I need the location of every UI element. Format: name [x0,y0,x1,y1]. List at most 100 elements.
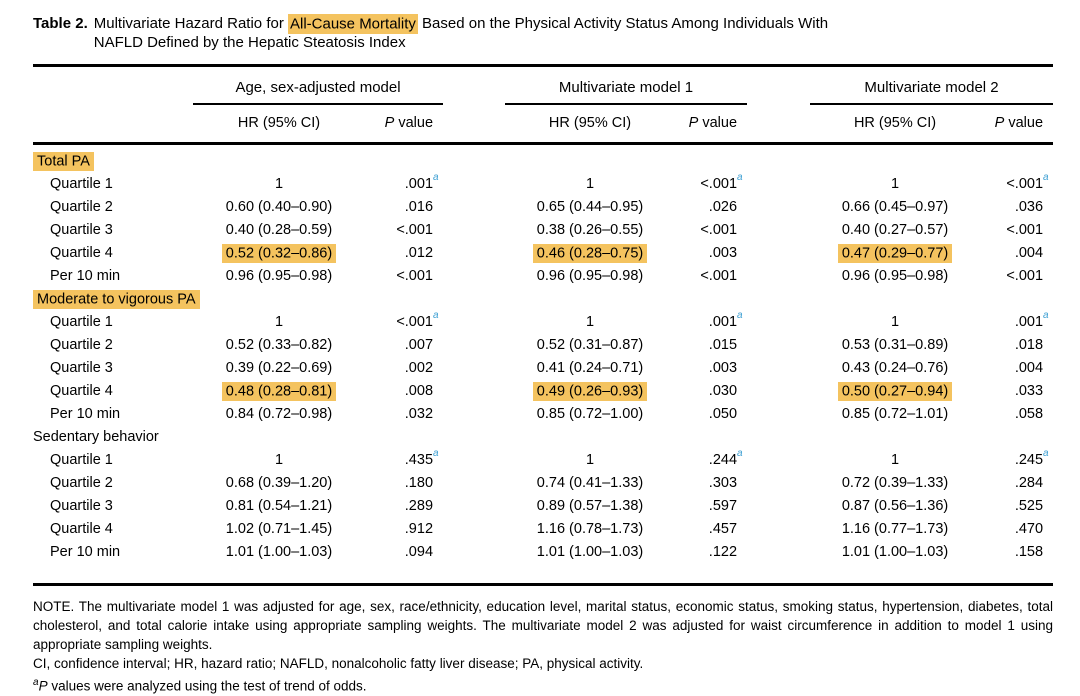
hr-value-cell: 1 [585,452,595,468]
p-value-cell: .007 [365,334,443,357]
p-value-cell: .284 [980,472,1053,495]
hr-value-highlight: 0.46 (0.28–0.75) [532,243,648,263]
column-gap [443,472,505,495]
data-row: Quartile 2 0.52 (0.33–0.82) .007 0.52 (0.31… [33,334,1053,357]
p-value-superscript-a: a [1043,310,1049,321]
column-gap [443,449,505,472]
label-column-spacer [33,104,193,145]
label-column-spacer [33,66,193,105]
p-value: <.001 a [1006,172,1049,193]
p-value: <.001 a [396,310,439,331]
p-value-superscript-a: a [737,448,743,459]
p-value: .003 [708,245,738,261]
p-value: <.001 [396,268,434,284]
row-label: Quartile 2 [50,337,113,353]
p-value-cell: .001 a [980,311,1053,334]
hr-value-cell: 0.48 (0.28–0.81) [193,380,365,403]
table-notes: NOTE. The multivariate model 1 was adjus… [33,597,1053,696]
column-gap [747,265,810,288]
p-value: .470 [1014,521,1044,537]
row-label: Quartile 1 [50,176,113,192]
header-hr-ci-1: HR (95% CI) [193,104,365,145]
hr-value-cell: 1 [890,452,900,468]
p-value-cell: .094 [365,541,443,585]
p-italic: P [994,115,1005,131]
column-gap [443,518,505,541]
p-value-cell: .244 a [675,449,747,472]
hr-value-cell: 0.47 (0.29–0.77) [810,242,980,265]
hazard-ratio-table: Age, sex-adjusted model Multivariate mod… [33,64,1054,586]
hr-value-cell: 0.40 (0.27–0.57) [841,222,949,238]
hr-value-cell: 0.52 (0.31–0.87) [536,337,644,353]
hr-value-cell: 1 [585,314,595,330]
hr-value-cell: 0.43 (0.24–0.76) [841,360,949,376]
p-value: <.001 [700,268,738,284]
caption-text-pre: Multivariate Hazard Ratio for [93,15,288,32]
p-value: .032 [404,406,434,422]
row-label: Quartile 3 [50,498,113,514]
row-label: Per 10 min [50,268,121,284]
p-value-superscript-a: a [1043,172,1049,183]
hr-value-cell: 1.01 (1.00–1.03) [536,544,644,560]
hr-value-cell: 1.16 (0.78–1.73) [536,521,644,537]
row-label: Quartile 1 [50,314,113,330]
hr-value-cell: 1.01 (1.00–1.03) [225,544,333,560]
column-gap [443,265,505,288]
hr-value-cell: 0.66 (0.45–0.97) [841,199,949,215]
row-label: Quartile 4 [50,521,113,537]
p-value: .525 [1014,498,1044,514]
hr-value-cell: 0.89 (0.57–1.38) [536,498,644,514]
column-gap [443,380,505,403]
hr-value-cell: 1.16 (0.77–1.73) [841,521,949,537]
p-value: .007 [404,337,434,353]
data-row: Quartile 2 0.60 (0.40–0.90) .016 0.65 (0.44… [33,196,1053,219]
p-value-cell: .245 a [980,449,1053,472]
footnote-p-italic: P [38,678,48,694]
column-group-age-sex-model: Age, sex-adjusted model [193,65,444,105]
column-gap [747,173,810,196]
hr-value-cell: 0.74 (0.41–1.33) [536,475,644,491]
row-label: Quartile 3 [50,222,113,238]
p-value-cell: <.001 a [980,173,1053,196]
column-gap [747,311,810,334]
p-value-superscript-a: a [737,310,743,321]
data-row: Quartile 1 1 <.001 a 1 .001 a 1 .001 a [33,311,1053,334]
p-value-cell: .004 [980,357,1053,380]
column-gap [747,66,810,105]
p-value: .026 [708,199,738,215]
p-value-cell: .003 [675,242,747,265]
data-row: Per 10 min 0.84 (0.72–0.98) .032 0.85 (0.72… [33,403,1053,426]
p-value: .180 [404,475,434,491]
column-group-row: Age, sex-adjusted model Multivariate mod… [33,65,1054,105]
data-row: Quartile 1 1 .001 a 1 <.001 a 1 <.001 a [33,173,1053,196]
p-value: .245 a [1014,448,1049,469]
p-value-superscript-a: a [1043,448,1049,459]
header-p-value-2: P value [675,104,748,145]
column-gap [747,380,810,403]
p-value: .004 [1014,245,1044,261]
p-value-cell: .008 [365,380,443,403]
p-value: .597 [708,498,738,514]
section-row: Moderate to vigorous PA [33,288,1053,311]
p-value-cell: .016 [365,196,443,219]
column-gap [747,403,810,426]
row-label: Quartile 2 [50,199,113,215]
table-caption-text: Multivariate Hazard Ratio for All-Cause … [93,13,828,52]
p-value: .003 [708,360,738,376]
p-italic: P [384,115,395,131]
caption-highlight: All-Cause Mortality [288,13,418,34]
column-gap [443,242,505,265]
p-value-cell: .457 [675,518,747,541]
p-value-cell: .303 [675,472,747,495]
column-gap [747,495,810,518]
column-header-row: HR (95% CI) P value HR (95% CI) P value … [33,104,1054,145]
column-gap [747,196,810,219]
p-value: .122 [708,544,738,560]
hr-value-cell: 0.87 (0.56–1.36) [841,498,949,514]
p-value: .016 [404,199,434,215]
footnote-a: aP values were analyzed using the test o… [33,677,367,694]
hr-value-cell: 0.85 (0.72–1.00) [536,406,644,422]
section-row: Sedentary behavior [33,426,1053,449]
section-label-highlight: Moderate to vigorous PA [33,289,200,309]
